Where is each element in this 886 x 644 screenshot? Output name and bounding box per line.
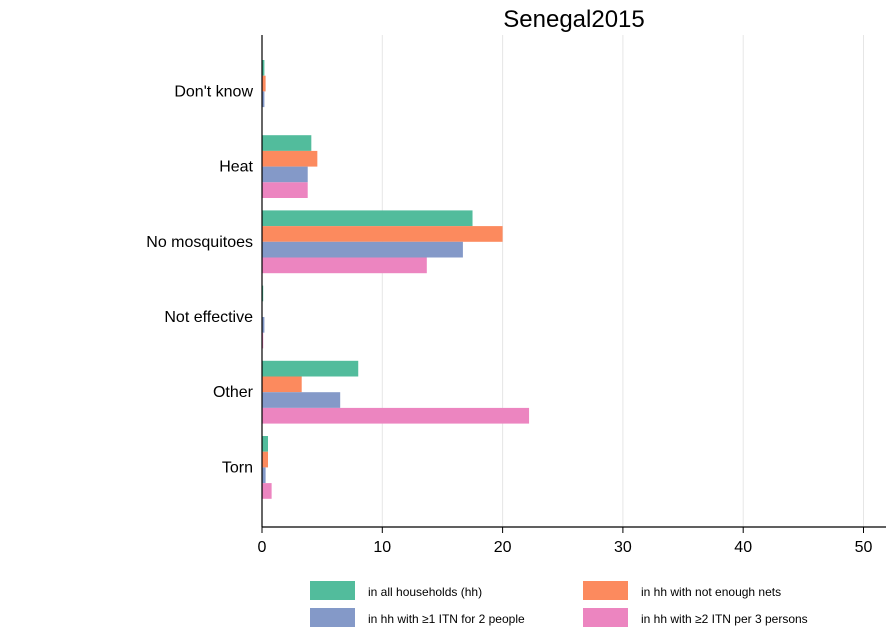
category-label: Heat xyxy=(219,159,253,176)
category-label: Other xyxy=(213,384,254,401)
category-label: Not effective xyxy=(164,309,253,326)
bar xyxy=(262,257,427,274)
legend-swatch xyxy=(310,608,355,627)
x-ticks: 0 10 20 30 40 50 xyxy=(258,527,873,556)
bar xyxy=(262,360,359,377)
bar xyxy=(262,226,503,242)
legend-label: in all households (hh) xyxy=(368,585,482,599)
legend-swatch xyxy=(583,581,628,600)
legend-swatch xyxy=(310,581,355,600)
legend-label: in hh with ≥1 ITN for 2 people xyxy=(368,612,525,626)
bar xyxy=(262,150,318,167)
x-tick-label: 10 xyxy=(373,539,391,556)
bar xyxy=(262,407,530,424)
bar xyxy=(262,75,266,92)
x-tick-label: 20 xyxy=(494,539,512,556)
bar xyxy=(262,210,473,227)
bar xyxy=(262,182,308,198)
bar xyxy=(262,91,265,108)
bar xyxy=(262,332,264,349)
category-label: No mosquitoes xyxy=(146,234,253,251)
bar xyxy=(262,376,302,393)
bar xyxy=(262,166,308,183)
category-label: Don't know xyxy=(174,83,253,100)
bars xyxy=(262,60,530,499)
bar xyxy=(262,285,264,302)
gridlines xyxy=(381,35,864,527)
bar xyxy=(262,451,269,468)
bar xyxy=(262,392,341,408)
x-tick-label: 40 xyxy=(734,539,752,556)
bar xyxy=(262,135,312,151)
legend-label: in hh with ≥2 ITN per 3 persons xyxy=(641,612,808,626)
chart-title: Senegal2015 xyxy=(503,6,644,33)
legend-label: in hh with not enough nets xyxy=(641,585,781,599)
category-labels: Don't know Heat No mosquitoes Not effective… xyxy=(146,83,253,476)
legend-swatch xyxy=(583,608,628,627)
legend: in all households (hh) in hh with not eno… xyxy=(310,581,808,627)
x-tick-label: 50 xyxy=(855,539,873,556)
x-tick-label: 0 xyxy=(258,539,267,556)
bar xyxy=(262,483,272,499)
axes xyxy=(261,35,886,528)
bar xyxy=(262,60,265,76)
bar xyxy=(262,436,269,452)
category-label: Torn xyxy=(222,459,253,476)
x-tick-label: 30 xyxy=(614,539,632,556)
bar xyxy=(262,467,266,484)
bar xyxy=(262,317,265,333)
bar xyxy=(262,241,463,258)
